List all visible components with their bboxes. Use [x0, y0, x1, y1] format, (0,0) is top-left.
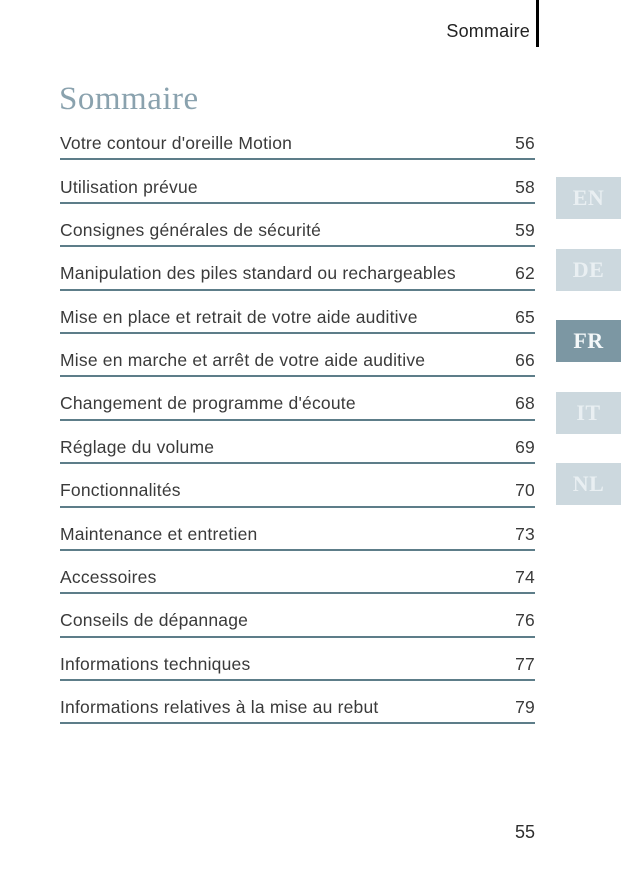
toc-entry-label: Informations techniques	[60, 653, 251, 674]
header-vertical-rule	[536, 0, 539, 47]
toc-entry-page: 66	[515, 350, 535, 371]
language-tab-strip: EN DE FR IT NL	[556, 177, 621, 535]
toc-entry-label: Fonctionnalités	[60, 480, 181, 501]
language-tab-en: EN	[556, 177, 621, 219]
language-tab-label: IT	[576, 399, 601, 425]
toc-entry-label: Consignes générales de sécurité	[60, 219, 322, 240]
toc-entry-label: Réglage du volume	[60, 436, 215, 457]
language-tab-de: DE	[556, 248, 621, 291]
toc-entry: Réglage du volume 69	[60, 421, 535, 465]
toc-entry-page: 76	[515, 610, 535, 631]
toc-entry-label: Votre contour d'oreille Motion	[60, 133, 293, 154]
toc-entry: Fonctionnalités 70	[60, 464, 535, 508]
toc-entry: Votre contour d'oreille Motion 56	[60, 117, 535, 161]
toc-entry: Mise en marche et arrêt de votre aide au…	[60, 334, 535, 378]
language-tab-label: FR	[573, 328, 604, 353]
toc-entry-label: Mise en marche et arrêt de votre aide au…	[60, 350, 426, 371]
running-header: Sommaire	[446, 21, 530, 41]
toc-entry: Consignes générales de sécurité 59	[60, 204, 535, 248]
toc-entry: Changement de programme d'écoute 68	[60, 377, 535, 421]
toc-entry-page: 58	[515, 176, 535, 197]
toc-entry-page: 59	[515, 219, 535, 240]
toc-entry: Mise en place et retrait de votre aide a…	[60, 291, 535, 334]
language-tab-label: EN	[572, 185, 605, 210]
toc-entry-label: Maintenance et entretien	[60, 523, 258, 544]
toc-entry: Accessoires 74	[60, 551, 535, 595]
language-tab-label: NL	[572, 471, 605, 496]
toc-entry-page: 68	[515, 393, 535, 414]
toc-entry-label: Informations relatives à la mise au rebu…	[60, 697, 379, 718]
toc-entry-label: Conseils de dépannage	[60, 610, 249, 631]
toc-entry: Informations techniques 77	[60, 638, 535, 682]
toc-entry: Conseils de dépannage 76	[60, 594, 535, 638]
toc-entry-label: Mise en place et retrait de votre aide a…	[60, 306, 418, 327]
toc-entry-page: 70	[515, 480, 535, 501]
toc-entry: Maintenance et entretien 73	[60, 508, 535, 551]
toc-entry-page: 79	[515, 697, 535, 718]
page-title: Sommaire	[59, 81, 199, 117]
toc-entry-page: 73	[515, 523, 535, 544]
language-tab-nl: NL	[556, 463, 621, 505]
toc-entry-page: 65	[515, 306, 535, 327]
toc-entry-page: 56	[515, 133, 535, 154]
toc-entry: Informations relatives à la mise au rebu…	[60, 681, 535, 725]
toc-entry-label: Accessoires	[60, 567, 157, 588]
language-tab-label: DE	[572, 256, 605, 282]
toc-entry-label: Manipulation des piles standard ou recha…	[60, 263, 456, 284]
toc-entry-page: 77	[515, 653, 535, 674]
toc-list: Votre contour d'oreille Motion 56 Utilis…	[60, 117, 535, 725]
toc-entry-page: 74	[515, 567, 535, 588]
toc-entry-label: Changement de programme d'écoute	[60, 393, 356, 414]
toc-entry: Manipulation des piles standard ou recha…	[60, 247, 535, 291]
language-tab-it: IT	[556, 391, 621, 434]
toc-entry-page: 69	[515, 436, 535, 457]
toc-entry: Utilisation prévue 58	[60, 160, 535, 204]
language-tab-fr: FR	[556, 320, 621, 362]
toc-entry-label: Utilisation prévue	[60, 176, 198, 197]
toc-entry-page: 62	[515, 263, 535, 284]
page-number: 55	[514, 822, 535, 842]
